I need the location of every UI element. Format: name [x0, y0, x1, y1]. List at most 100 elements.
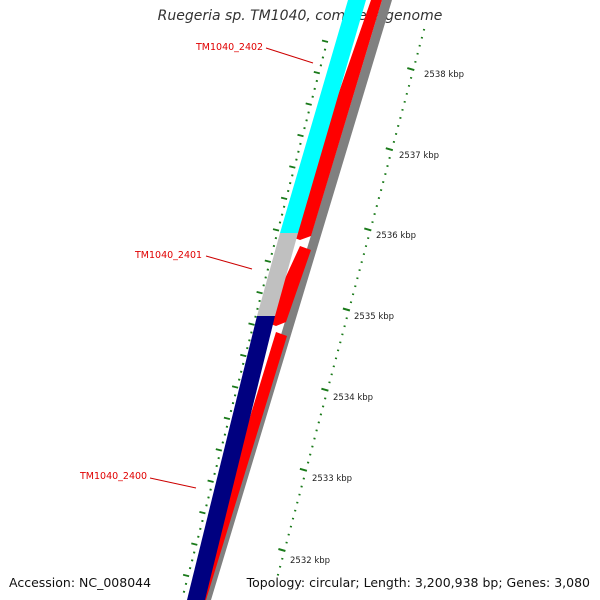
gc-tick	[207, 479, 214, 483]
gc-tick	[264, 259, 272, 263]
scale-minor-tick	[321, 405, 325, 408]
gc-tick	[237, 378, 241, 381]
gene-block-tm1040-2401[interactable]	[257, 233, 298, 316]
scale-minor-tick	[278, 565, 282, 568]
gc-tick	[207, 496, 210, 499]
scale-minor-tick	[302, 477, 305, 480]
gc-tick	[297, 133, 304, 138]
scale-label-2538: 2538 kbp	[424, 70, 464, 80]
gc-tick	[233, 394, 237, 397]
scale-minor-tick	[422, 28, 426, 31]
gc-tick	[280, 196, 288, 200]
genome-statistics: Topology: circular; Length: 3,200,938 bp…	[246, 575, 590, 590]
accession-number: Accession: NC_008044	[9, 575, 152, 590]
scale-minor-tick	[394, 132, 398, 135]
gc-tick	[217, 457, 220, 460]
scale-minor-tick	[319, 413, 323, 416]
scale-minor-tick	[409, 76, 413, 79]
scale-minor-tick	[377, 197, 381, 200]
gene-label-tm1040-2402[interactable]: TM1040_2402	[195, 42, 263, 53]
scale-minor-tick	[306, 461, 310, 464]
gc-tick	[250, 331, 253, 334]
gene-block-tm1040-2402[interactable]	[280, 0, 366, 233]
gc-tick	[291, 174, 294, 177]
gc-tick	[272, 244, 276, 248]
gc-tick	[209, 488, 212, 491]
gc-tick	[225, 425, 229, 428]
gc-tick	[223, 433, 227, 436]
gc-tick	[197, 535, 200, 538]
gc-tick	[295, 158, 298, 161]
scale-label-2536: 2536 kbp	[376, 231, 416, 241]
gc-tick	[311, 95, 314, 98]
gc-tick	[270, 252, 274, 255]
gc-tick	[299, 142, 302, 145]
scale-major-tick	[278, 548, 286, 552]
scale-minor-tick	[330, 373, 333, 376]
gc-tick	[297, 150, 300, 153]
gc-tick	[213, 472, 216, 475]
scale-minor-tick	[375, 205, 378, 208]
gc-tick	[288, 182, 292, 185]
scale-minor-tick	[382, 181, 385, 184]
scale-minor-tick	[300, 485, 303, 488]
gc-tick	[274, 237, 278, 240]
scale-minor-tick	[360, 261, 363, 264]
gc-tick	[231, 402, 235, 405]
scale-minor-tick	[324, 397, 327, 400]
gc-tick	[264, 276, 267, 279]
scale-label-2535: 2535 kbp	[354, 312, 394, 322]
scale-label-2533: 2533 kbp	[312, 474, 352, 484]
scale-minor-tick	[362, 253, 366, 256]
gc-tick	[199, 527, 202, 530]
scale-minor-tick	[317, 421, 320, 424]
gc-tick	[248, 322, 255, 326]
gc-tick	[199, 511, 206, 515]
gc-tick	[182, 573, 190, 578]
gc-tick	[191, 542, 198, 546]
scale-minor-tick	[364, 245, 368, 248]
scale-minor-tick	[281, 557, 284, 560]
scale-minor-tick	[276, 573, 280, 576]
scale-minor-tick	[343, 325, 346, 328]
scale-minor-tick	[416, 52, 419, 55]
scale-major-tick	[364, 227, 372, 232]
scale-minor-tick	[371, 221, 374, 224]
scale-major-tick	[407, 67, 415, 72]
scale-minor-tick	[351, 293, 355, 296]
scale-minor-tick	[294, 509, 297, 512]
scale-minor-tick	[285, 541, 288, 544]
scale-minor-tick	[291, 517, 295, 520]
gc-tick	[321, 39, 329, 43]
scale-minor-tick	[373, 213, 376, 216]
gc-tick	[254, 315, 257, 318]
scale-minor-tick	[392, 140, 396, 143]
scale-minor-tick	[420, 36, 424, 39]
scale-minor-tick	[384, 173, 387, 176]
gc-tick	[231, 385, 239, 389]
scale-minor-tick	[386, 165, 389, 168]
gene-block-tm1040-2400[interactable]	[187, 316, 275, 600]
scale-major-tick	[342, 307, 351, 312]
scale-minor-tick	[313, 437, 316, 440]
gc-tick	[315, 79, 319, 83]
scale-minor-tick	[349, 301, 353, 304]
scale-minor-tick	[334, 357, 338, 360]
scale-major-tick	[321, 387, 329, 392]
scale-label-2532: 2532 kbp	[290, 556, 330, 566]
gc-tick	[321, 56, 325, 59]
scale-minor-tick	[354, 285, 357, 288]
scale-minor-tick	[298, 493, 301, 496]
scale-minor-tick	[388, 156, 391, 159]
scale-minor-tick	[328, 381, 331, 384]
scale-minor-tick	[339, 341, 342, 344]
gene-label-tm1040-2400[interactable]: TM1040_2400	[79, 471, 147, 482]
gc-tick	[289, 165, 296, 169]
gene-label-tm1040-2401[interactable]: TM1040_2401	[134, 250, 202, 261]
scale-minor-tick	[379, 189, 383, 192]
gc-tick	[188, 567, 192, 570]
gc-tick	[262, 284, 265, 287]
gc-tick	[286, 189, 290, 193]
gc-tick	[184, 582, 188, 585]
